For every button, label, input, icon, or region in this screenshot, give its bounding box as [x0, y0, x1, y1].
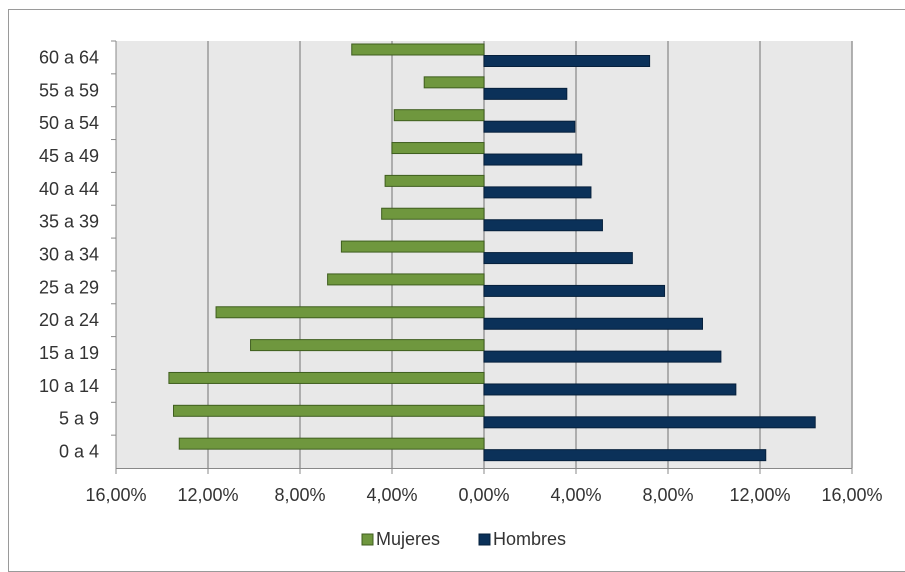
bar-mujeres [327, 273, 485, 286]
y-tick-label: 50 a 54 [39, 113, 99, 133]
y-tick-label: 0 a 4 [59, 442, 99, 462]
y-tick-label: 5 a 9 [59, 409, 99, 429]
bar-hombres [483, 252, 633, 265]
bar-mujeres [351, 43, 485, 56]
y-tick-label: 60 a 64 [39, 47, 99, 67]
bar-hombres [483, 186, 592, 199]
bar-hombres [483, 120, 576, 133]
y-tick-label: 45 a 49 [39, 146, 99, 166]
y-tick-label: 15 a 19 [39, 343, 99, 363]
legend-label-hombres: Hombres [493, 529, 566, 549]
bar-hombres [483, 350, 722, 363]
y-tick-label: 40 a 44 [39, 179, 99, 199]
bar-hombres [483, 284, 666, 297]
bar-hombres [483, 153, 583, 166]
x-tick-label: 12,00% [177, 485, 238, 505]
bar-hombres [483, 416, 816, 429]
bar-mujeres [381, 207, 485, 220]
bar-mujeres [340, 240, 485, 253]
y-tick-label: 25 a 29 [39, 277, 99, 297]
bar-hombres [483, 55, 651, 67]
legend-label-mujeres: Mujeres [376, 529, 440, 549]
bar-hombres [483, 383, 737, 396]
bar-hombres [483, 449, 767, 462]
x-tick-label: 4,00% [550, 485, 601, 505]
bar-mujeres [168, 371, 485, 384]
bar-hombres [483, 317, 703, 330]
x-tick-label: 16,00% [85, 485, 146, 505]
x-tick-label: 8,00% [642, 485, 693, 505]
bar-mujeres [423, 76, 485, 89]
bar-mujeres [215, 306, 485, 319]
y-tick-label: 20 a 24 [39, 310, 99, 330]
bar-mujeres [384, 174, 485, 187]
x-tick-label: 0,00% [458, 485, 509, 505]
bar-mujeres [393, 109, 485, 122]
bar-hombres [483, 219, 603, 232]
x-tick-label: 8,00% [274, 485, 325, 505]
x-tick-label: 4,00% [366, 485, 417, 505]
bar-mujeres [173, 404, 485, 417]
bar-mujeres [391, 142, 485, 155]
bar-mujeres [178, 437, 485, 450]
bar-hombres [483, 87, 568, 100]
bar-mujeres [250, 339, 485, 352]
y-tick-label: 30 a 34 [39, 245, 99, 265]
legend-swatch-mujeres [361, 533, 374, 546]
y-tick-label: 55 a 59 [39, 80, 99, 100]
legend-swatch-hombres [478, 533, 491, 546]
y-tick-label: 35 a 39 [39, 212, 99, 232]
x-tick-label: 12,00% [729, 485, 790, 505]
y-tick-label: 10 a 14 [39, 376, 99, 396]
x-tick-label: 16,00% [821, 485, 882, 505]
